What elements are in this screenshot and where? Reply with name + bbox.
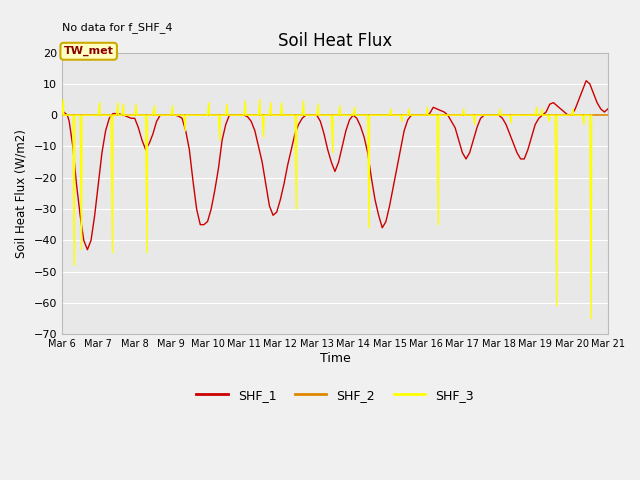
X-axis label: Time: Time (319, 352, 350, 365)
Title: Soil Heat Flux: Soil Heat Flux (278, 32, 392, 49)
Legend: SHF_1, SHF_2, SHF_3: SHF_1, SHF_2, SHF_3 (191, 384, 479, 407)
Text: No data for f_SHF_4: No data for f_SHF_4 (62, 22, 172, 33)
Y-axis label: Soil Heat Flux (W/m2): Soil Heat Flux (W/m2) (15, 129, 28, 258)
Text: TW_met: TW_met (64, 46, 114, 56)
